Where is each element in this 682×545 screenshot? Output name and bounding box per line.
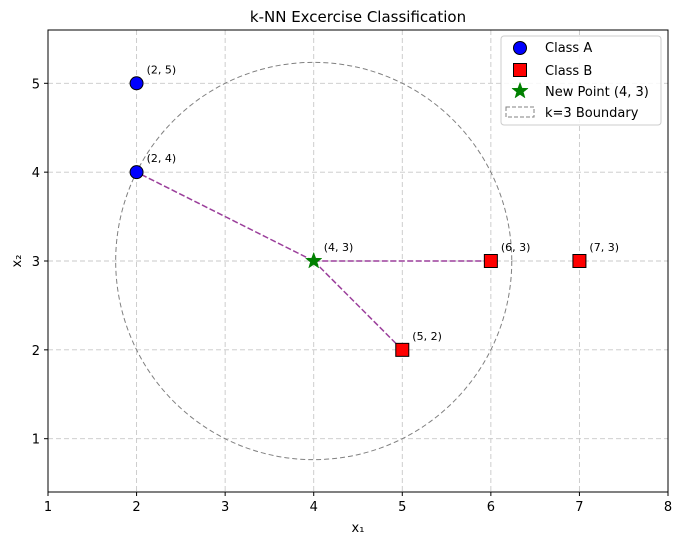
- neighbor-line: [136, 171, 315, 262]
- new-point-star: [304, 251, 323, 269]
- class-b-point: [572, 254, 587, 268]
- legend-box: [500, 35, 662, 126]
- x-tick-label: 6: [487, 500, 495, 515]
- legend-marker-class-b: [513, 63, 527, 77]
- y-tick-label: 2: [32, 344, 40, 359]
- legend-marker-boundary: [505, 106, 535, 118]
- data-points: (2, 5) (2, 4) (6, 3) (7, 3) (5, 2) (4, 3): [129, 63, 619, 357]
- class-b-point: [483, 254, 498, 268]
- legend-label-class-b: Class B: [545, 64, 592, 79]
- point-label: (4, 3): [324, 241, 354, 254]
- point-label: (5, 2): [412, 330, 442, 343]
- neighbor-line: [313, 260, 403, 351]
- x-tick-label: 8: [664, 500, 672, 515]
- class-a-point: [129, 76, 144, 91]
- point-label: (2, 5): [147, 63, 177, 76]
- boundary-layer: [115, 61, 513, 461]
- y-tick-label: 5: [32, 77, 40, 92]
- legend-marker-new-point: [511, 81, 529, 99]
- x-tick-label: 5: [398, 500, 406, 515]
- x-tick-label: 2: [132, 500, 140, 515]
- legend-label-boundary: k=3 Boundary: [545, 106, 639, 121]
- k3-boundary-circle: [115, 61, 513, 461]
- legend-marker-class-a: [513, 41, 527, 55]
- neighbor-lines: [136, 171, 491, 351]
- x-tick-label: 3: [221, 500, 229, 515]
- chart-title: k-NN Excercise Classification: [250, 8, 466, 26]
- y-tick-label: 3: [32, 255, 40, 270]
- legend: Class A Class B New Point (4, 3) k=3 Bou…: [500, 35, 662, 126]
- x-tick-label: 4: [310, 500, 318, 515]
- legend-label-new-point: New Point (4, 3): [545, 85, 649, 100]
- class-a-point: [129, 165, 144, 180]
- y-axis-label: x₂: [10, 255, 25, 268]
- x-tick-label: 1: [44, 500, 52, 515]
- point-label: (7, 3): [589, 241, 619, 254]
- y-tick-label: 4: [32, 166, 40, 181]
- y-tick-label: 1: [32, 433, 40, 448]
- legend-label-class-a: Class A: [545, 41, 592, 56]
- x-axis-label: x₁: [352, 521, 365, 536]
- point-label: (6, 3): [501, 241, 531, 254]
- point-label: (2, 4): [147, 152, 177, 165]
- x-tick-label: 7: [575, 500, 583, 515]
- class-b-point: [395, 342, 410, 357]
- axis-ticks: 1 2 3 4 5 6 7 8 1 2 3 4 5: [32, 77, 672, 515]
